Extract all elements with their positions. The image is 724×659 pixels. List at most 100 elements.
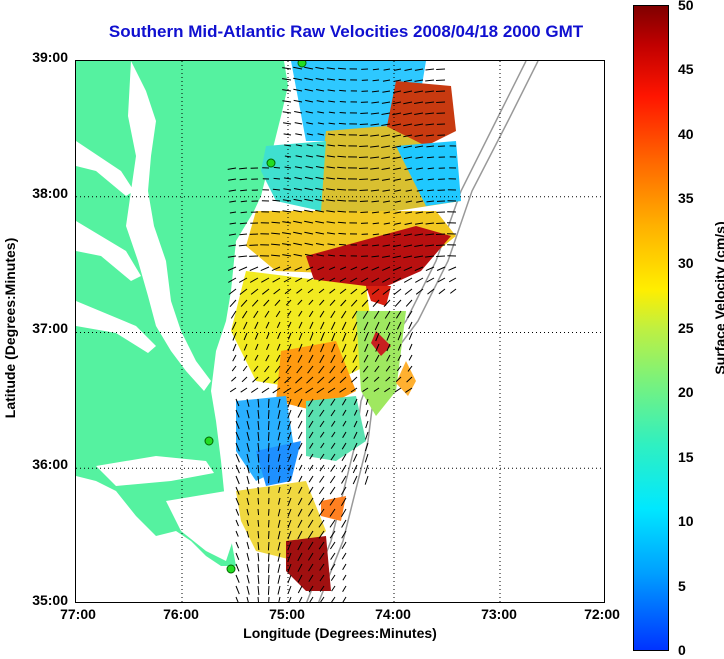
velocity-arrow xyxy=(284,155,292,158)
velocity-arrow xyxy=(371,200,380,203)
velocity-arrow xyxy=(235,442,240,452)
velocity-arrow xyxy=(393,244,402,248)
velocity-arrow xyxy=(294,166,303,169)
velocity-arrow xyxy=(287,453,292,461)
map-plot[interactable] xyxy=(75,60,605,603)
velocity-arrow xyxy=(241,310,248,319)
velocity-arrow xyxy=(305,166,314,169)
velocity-arrow xyxy=(363,354,369,363)
velocity-arrow xyxy=(265,321,270,329)
velocity-arrow xyxy=(235,530,239,537)
velocity-arrow xyxy=(426,145,435,148)
velocity-arrow xyxy=(307,288,314,294)
velocity-arrow xyxy=(352,453,358,462)
velocity-arrow xyxy=(359,145,369,147)
velocity-arrow xyxy=(319,585,325,592)
velocity-arrow xyxy=(246,530,250,538)
velocity-arrow xyxy=(298,453,303,461)
velocity-arrow xyxy=(255,343,259,351)
velocity-arrow xyxy=(426,277,435,283)
velocity-arrow xyxy=(381,167,391,170)
velocity-arrow xyxy=(228,244,237,247)
velocity-arrow xyxy=(341,321,347,331)
velocity-arrow xyxy=(235,497,240,506)
velocity-arrow xyxy=(394,189,402,192)
velocity-arrow xyxy=(371,90,380,93)
velocity-arrow xyxy=(277,398,281,408)
velocity-arrow xyxy=(364,442,369,452)
velocity-arrow xyxy=(319,299,325,306)
velocity-arrow xyxy=(315,166,325,169)
velocity-arrow xyxy=(316,100,325,103)
velocity-arrow xyxy=(425,68,435,71)
velocity-arrow xyxy=(298,464,303,471)
velocity-arrow xyxy=(396,365,402,372)
velocity-arrow xyxy=(229,299,237,308)
velocity-arrow xyxy=(416,200,424,203)
velocity-arrow xyxy=(425,244,435,247)
velocity-arrow xyxy=(272,277,281,283)
velocity-arrow xyxy=(257,486,260,495)
velocity-arrow xyxy=(315,78,325,81)
velocity-arrow xyxy=(246,519,249,527)
velocity-arrow xyxy=(271,210,281,213)
colorbar-tick: 45 xyxy=(678,61,694,77)
velocity-arrow xyxy=(268,530,270,539)
velocity-arrow xyxy=(315,243,325,246)
velocity-arrow xyxy=(287,519,292,528)
velocity-arrow xyxy=(318,365,325,374)
velocity-arrow xyxy=(320,321,325,330)
velocity-arrow xyxy=(297,574,303,583)
velocity-arrow xyxy=(386,354,391,362)
velocity-arrow xyxy=(277,552,281,562)
velocity-arrow xyxy=(358,156,369,158)
velocity-arrow xyxy=(392,145,402,149)
velocity-arrow xyxy=(329,497,336,506)
velocity-arrow xyxy=(235,552,240,560)
velocity-arrow xyxy=(318,541,325,550)
velocity-arrow xyxy=(238,266,248,272)
velocity-arrow xyxy=(363,321,369,331)
velocity-arrow xyxy=(382,288,391,295)
velocity-arrow xyxy=(405,387,413,393)
colorbar-label: Surface Velocity (cm/s) xyxy=(712,221,724,375)
velocity-arrow xyxy=(340,508,347,517)
velocity-arrow xyxy=(403,255,413,259)
velocity-arrow xyxy=(427,288,435,295)
velocity-arrow xyxy=(425,211,435,214)
velocity-arrow xyxy=(342,332,347,342)
velocity-arrow xyxy=(404,222,413,225)
colorbar-tick: 15 xyxy=(678,449,694,465)
velocity-arrow xyxy=(274,365,281,373)
velocity-arrow xyxy=(372,222,380,225)
velocity-arrow xyxy=(287,321,292,328)
velocity-arrow xyxy=(318,530,325,539)
velocity-arrow xyxy=(371,277,380,283)
velocity-arrow xyxy=(435,90,446,92)
pamlico-sound xyxy=(166,491,236,561)
velocity-arrow xyxy=(372,79,380,82)
velocity-arrow xyxy=(393,233,402,236)
velocity-arrow xyxy=(240,189,248,192)
colorbar-tick: 10 xyxy=(678,513,694,529)
velocity-arrow xyxy=(330,442,336,449)
velocity-arrow xyxy=(395,310,402,319)
velocity-arrow xyxy=(304,77,314,81)
velocity-arrow xyxy=(271,221,281,224)
velocity-arrow xyxy=(272,199,281,202)
velocity-arrow xyxy=(350,299,358,307)
velocity-arrow xyxy=(297,530,303,540)
velocity-arrow xyxy=(403,266,413,272)
colorbar-tick: 20 xyxy=(678,384,694,400)
velocity-arrow xyxy=(407,365,413,372)
velocity-arrow xyxy=(330,420,336,427)
velocity-arrow xyxy=(381,145,391,148)
velocity-arrow xyxy=(320,343,325,353)
velocity-arrow xyxy=(297,354,303,363)
velocity-arrow xyxy=(384,310,391,319)
velocity-arrow xyxy=(271,266,281,272)
velocity-arrow xyxy=(360,112,369,114)
velocity-arrow xyxy=(257,574,260,584)
velocity-arrow xyxy=(286,354,292,363)
velocity-arrow xyxy=(254,321,259,330)
